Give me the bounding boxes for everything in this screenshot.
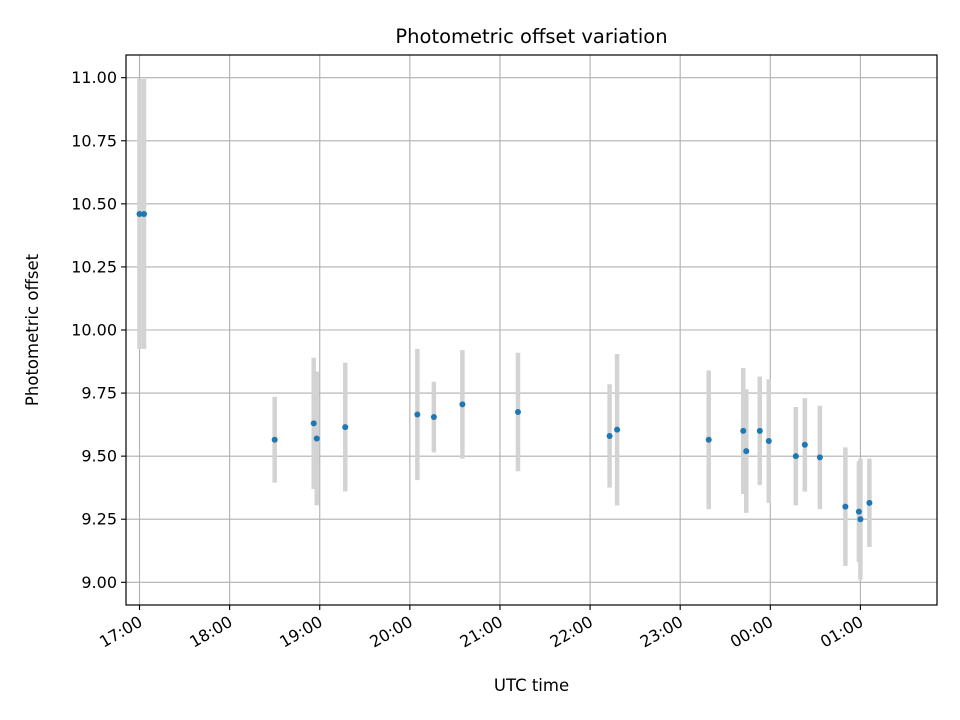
data-point	[740, 427, 747, 434]
y-tick-label: 10.25	[71, 257, 117, 276]
x-axis-title: UTC time	[494, 676, 569, 695]
data-point	[855, 508, 862, 515]
y-tick-label: 11.00	[71, 68, 117, 87]
data-point	[271, 436, 278, 443]
y-tick-label: 10.00	[71, 321, 117, 340]
y-tick-label: 10.75	[71, 131, 117, 150]
data-point	[310, 420, 317, 427]
data-point	[414, 411, 421, 418]
y-tick-label: 9.75	[81, 384, 117, 403]
data-point	[459, 401, 466, 408]
data-point	[857, 516, 864, 523]
y-tick-label: 9.25	[81, 510, 117, 529]
data-point	[606, 432, 613, 439]
data-point	[514, 408, 521, 415]
data-point	[866, 499, 873, 506]
data-point	[136, 210, 143, 217]
data-points	[136, 210, 873, 523]
data-point	[743, 448, 750, 455]
data-point	[842, 503, 849, 510]
data-point	[705, 436, 712, 443]
data-point	[816, 454, 823, 461]
y-tick-label: 10.50	[71, 194, 117, 213]
y-tick-label: 9.00	[81, 573, 117, 592]
data-point	[765, 438, 772, 445]
data-point	[792, 453, 799, 460]
data-point	[313, 435, 320, 442]
y-axis-title: Photometric offset	[23, 253, 42, 406]
data-point	[342, 424, 349, 431]
grid	[126, 55, 937, 605]
data-point	[756, 427, 763, 434]
y-tick-label: 9.50	[81, 447, 117, 466]
chart-title: Photometric offset variation	[395, 25, 667, 48]
data-point	[801, 441, 808, 448]
data-point	[430, 414, 437, 421]
data-point	[141, 210, 148, 217]
data-point	[614, 426, 621, 433]
